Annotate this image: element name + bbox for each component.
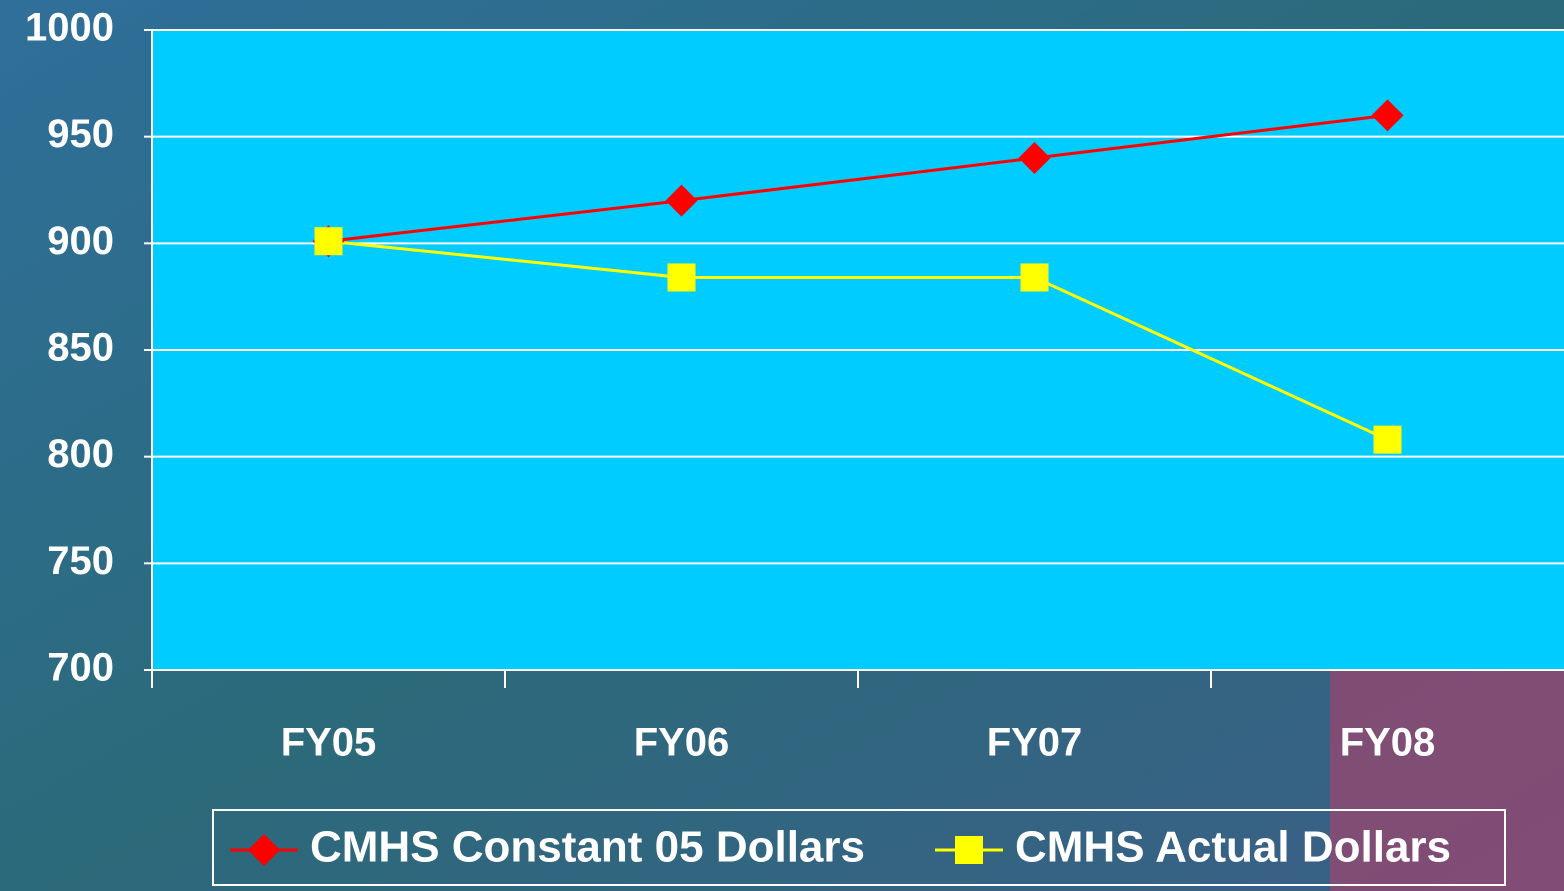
y-tick-label: 1000 xyxy=(25,6,114,50)
data-point xyxy=(665,184,698,217)
series-line xyxy=(328,239,1389,441)
data-point xyxy=(1371,99,1404,132)
x-tick-label: FY05 xyxy=(281,721,377,765)
y-tick-label: 900 xyxy=(47,219,114,263)
y-tick-label: 750 xyxy=(47,539,114,583)
legend-marker xyxy=(955,836,983,864)
legend-marker xyxy=(248,834,280,866)
legend-label: CMHS Actual Dollars xyxy=(1015,823,1451,872)
series-line xyxy=(328,113,1388,243)
x-tick-label: FY08 xyxy=(1340,721,1436,765)
legend-box xyxy=(212,809,1506,886)
legend-label: CMHS Constant 05 Dollars xyxy=(310,823,865,872)
data-point xyxy=(1373,425,1402,454)
x-tick-label: FY07 xyxy=(987,721,1083,765)
x-tick-label: FY06 xyxy=(634,721,730,765)
y-tick-label: 700 xyxy=(47,646,114,690)
data-point xyxy=(667,263,696,292)
data-point xyxy=(1020,263,1049,292)
y-tick-label: 800 xyxy=(47,432,114,476)
data-point xyxy=(314,227,343,256)
data-point xyxy=(1018,142,1051,174)
y-tick-label: 850 xyxy=(47,326,114,370)
background-patch xyxy=(1330,670,1564,891)
y-tick-label: 950 xyxy=(47,112,114,156)
